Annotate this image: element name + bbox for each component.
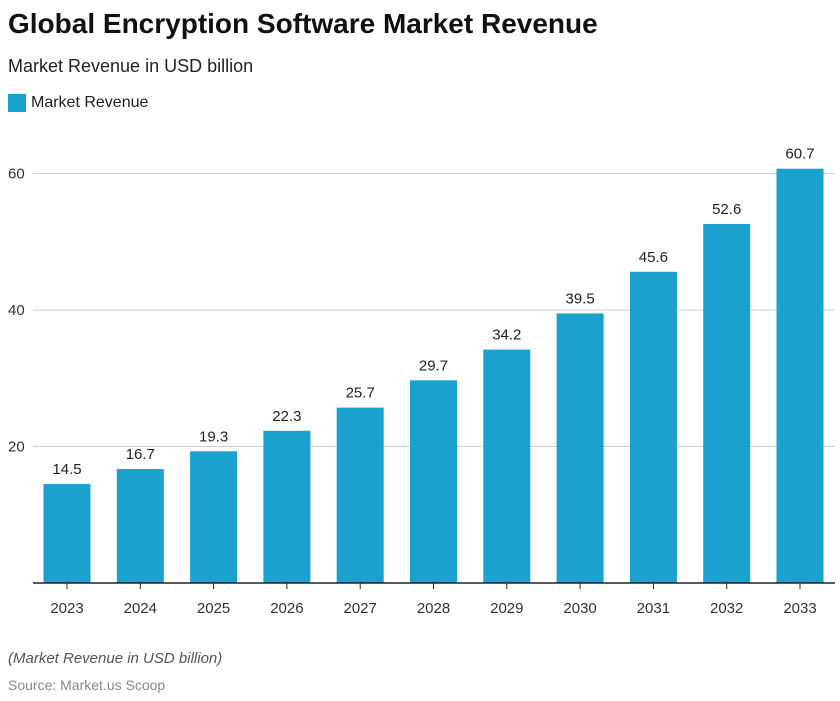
data-label: 45.6 [639, 249, 668, 266]
data-label: 60.7 [785, 146, 814, 163]
x-tick-label: 2031 [637, 600, 670, 617]
x-tick-label: 2028 [417, 600, 450, 617]
data-label: 22.3 [272, 408, 301, 425]
data-label: 16.7 [126, 446, 155, 463]
x-tick-label: 2032 [710, 600, 743, 617]
bar [629, 271, 677, 583]
bar [263, 430, 311, 583]
y-tick-label: 60 [8, 166, 25, 183]
data-label: 39.5 [565, 290, 594, 307]
bar [410, 380, 457, 583]
bar [556, 313, 604, 583]
chart-source: Source: Market.us Scoop [8, 677, 166, 693]
x-tick-label: 2033 [783, 600, 816, 617]
chart-subtitle: Market Revenue in USD billion [8, 56, 254, 76]
legend-label: Market Revenue [31, 94, 149, 111]
bar [43, 484, 91, 583]
legend: Market Revenue [8, 94, 148, 112]
y-tick-label: 40 [8, 302, 25, 319]
x-tick-label: 2029 [490, 600, 523, 617]
x-tick-label: 2027 [344, 600, 377, 617]
data-label: 29.7 [419, 357, 448, 374]
x-tick-label: 2025 [197, 600, 230, 617]
bar [703, 224, 751, 583]
data-label: 52.6 [712, 201, 741, 218]
bar [483, 349, 531, 583]
legend-swatch [8, 94, 26, 112]
bar [336, 407, 384, 583]
bar [190, 451, 238, 583]
bar [116, 469, 164, 583]
x-tick-label: 2023 [50, 600, 83, 617]
x-tick-label: 2026 [270, 600, 303, 617]
data-label: 25.7 [346, 385, 375, 402]
x-tick-label: 2030 [563, 600, 596, 617]
chart-title: Global Encryption Software Market Revenu… [8, 8, 598, 39]
x-tick-label: 2024 [124, 600, 157, 617]
data-label: 14.5 [52, 461, 81, 478]
y-tick-label: 20 [8, 439, 25, 456]
data-label: 19.3 [199, 428, 228, 445]
data-label: 34.2 [492, 327, 521, 344]
chart-note: (Market Revenue in USD billion) [8, 650, 223, 667]
bar [776, 168, 824, 583]
